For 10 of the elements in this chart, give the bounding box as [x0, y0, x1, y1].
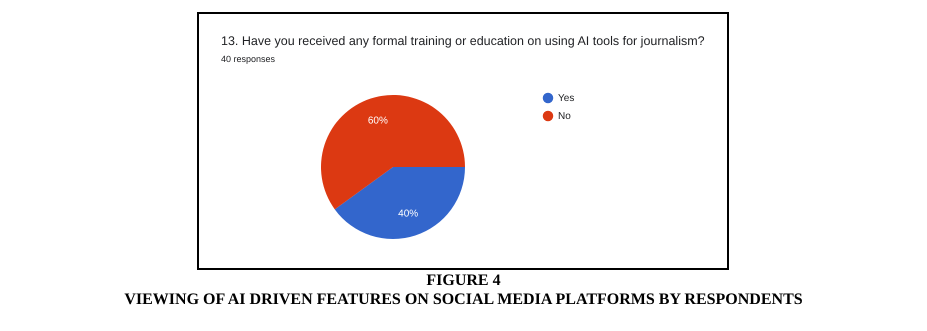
chart-title: 13. Have you received any formal training or education on using AI tools for journalism? [221, 34, 705, 48]
pie-slice [321, 95, 465, 210]
text: VIEWING OF AI DRIVEN FEATURES ON SOCIAL MEDIA PLATFORMS BY RESPONDENTS [123, 291, 804, 309]
pie-slice [334, 167, 465, 239]
legend-label: No [558, 111, 572, 122]
legend-label: Yes [558, 93, 574, 104]
data-label: 40% [398, 208, 418, 220]
caption: FIGURE 4 [425, 272, 502, 290]
text: 40 responses [221, 54, 276, 64]
data-label: 60% [368, 115, 388, 126]
